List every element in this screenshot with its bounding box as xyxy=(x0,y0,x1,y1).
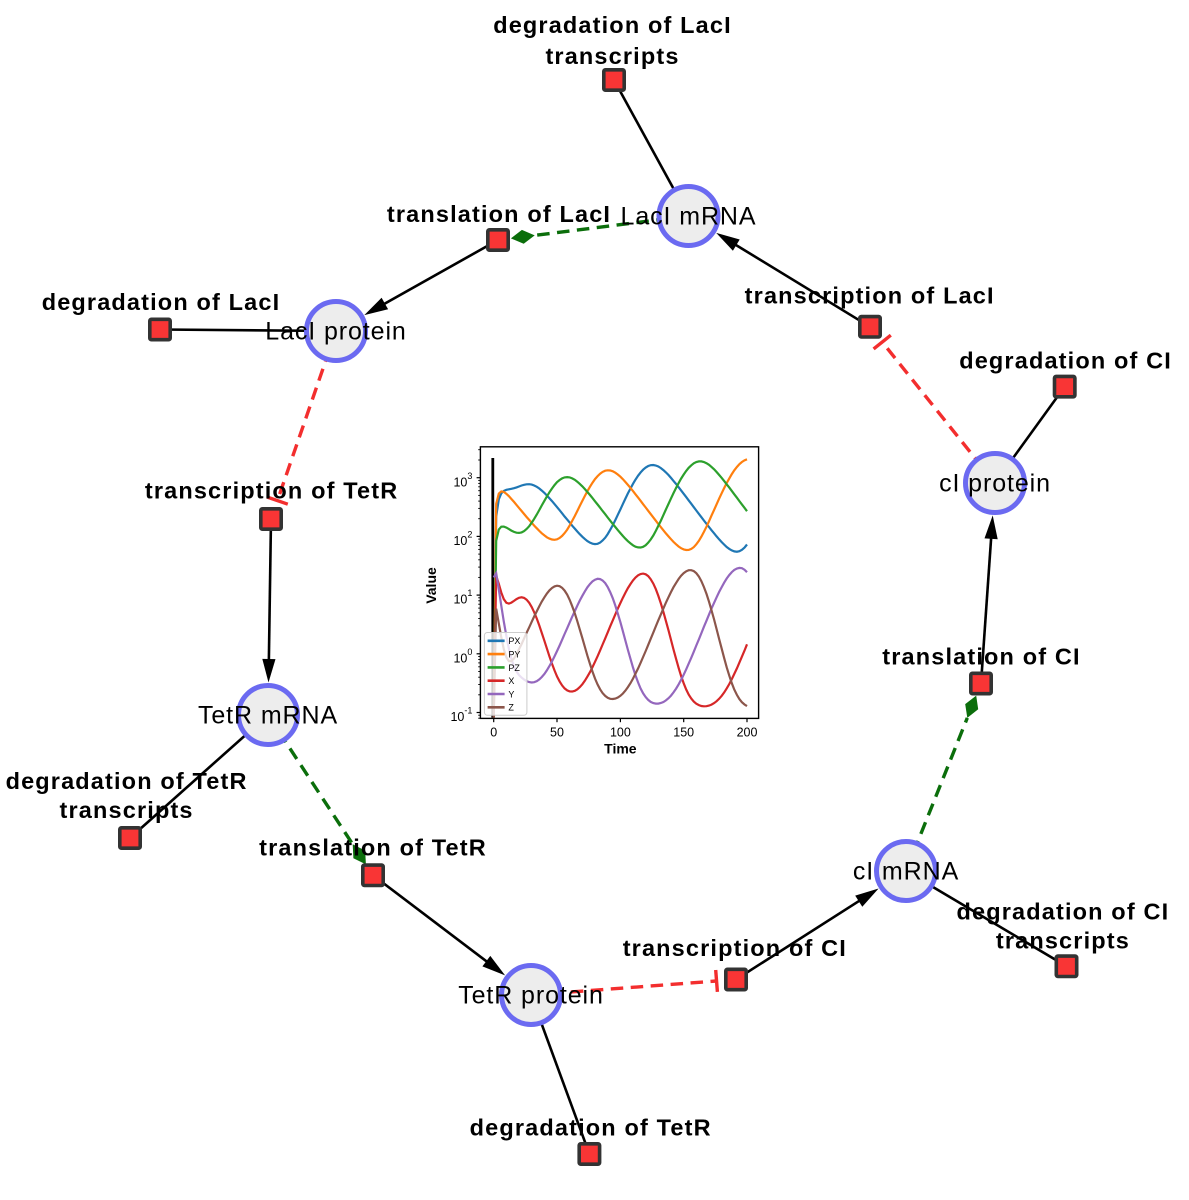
svg-text:Y: Y xyxy=(508,689,514,699)
svg-text:PX: PX xyxy=(508,636,520,646)
svg-text:TetR mRNA: TetR mRNA xyxy=(198,702,338,730)
svg-text:translation of TetR: translation of TetR xyxy=(259,835,487,861)
svg-text:Z: Z xyxy=(508,703,514,713)
svg-text:50: 50 xyxy=(550,725,564,739)
svg-text:cI mRNA: cI mRNA xyxy=(853,858,959,886)
svg-text:200: 200 xyxy=(737,725,758,739)
svg-text:LacI mRNA: LacI mRNA xyxy=(621,203,757,231)
svg-text:100: 100 xyxy=(610,725,631,739)
svg-text:transcription of LacI: transcription of LacI xyxy=(745,282,995,308)
svg-text:LacI protein: LacI protein xyxy=(265,318,406,346)
svg-text:degradation of LacI: degradation of LacI xyxy=(42,289,281,315)
svg-text:cI protein: cI protein xyxy=(939,470,1051,498)
svg-text:transcripts: transcripts xyxy=(996,928,1130,954)
svg-text:PY: PY xyxy=(508,650,520,660)
svg-text:150: 150 xyxy=(673,725,694,739)
svg-text:X: X xyxy=(508,676,514,686)
svg-text:Time: Time xyxy=(604,741,637,757)
svg-text:translation of LacI: translation of LacI xyxy=(387,201,611,227)
svg-text:transcription of TetR: transcription of TetR xyxy=(145,478,399,504)
svg-text:TetR protein: TetR protein xyxy=(458,982,604,1010)
svg-text:degradation of CI: degradation of CI xyxy=(959,348,1172,374)
svg-text:degradation of CI: degradation of CI xyxy=(957,898,1170,924)
svg-text:PZ: PZ xyxy=(508,663,520,673)
svg-text:degradation of LacI: degradation of LacI xyxy=(493,12,732,38)
svg-text:transcripts: transcripts xyxy=(60,797,194,823)
svg-text:translation of CI: translation of CI xyxy=(882,644,1080,670)
svg-text:transcription of CI: transcription of CI xyxy=(623,935,847,961)
svg-text:degradation of TetR: degradation of TetR xyxy=(470,1115,712,1141)
svg-text:degradation of TetR: degradation of TetR xyxy=(6,768,248,794)
svg-text:Value: Value xyxy=(423,567,439,604)
svg-text:transcripts: transcripts xyxy=(545,43,679,69)
svg-text:0: 0 xyxy=(490,725,497,739)
